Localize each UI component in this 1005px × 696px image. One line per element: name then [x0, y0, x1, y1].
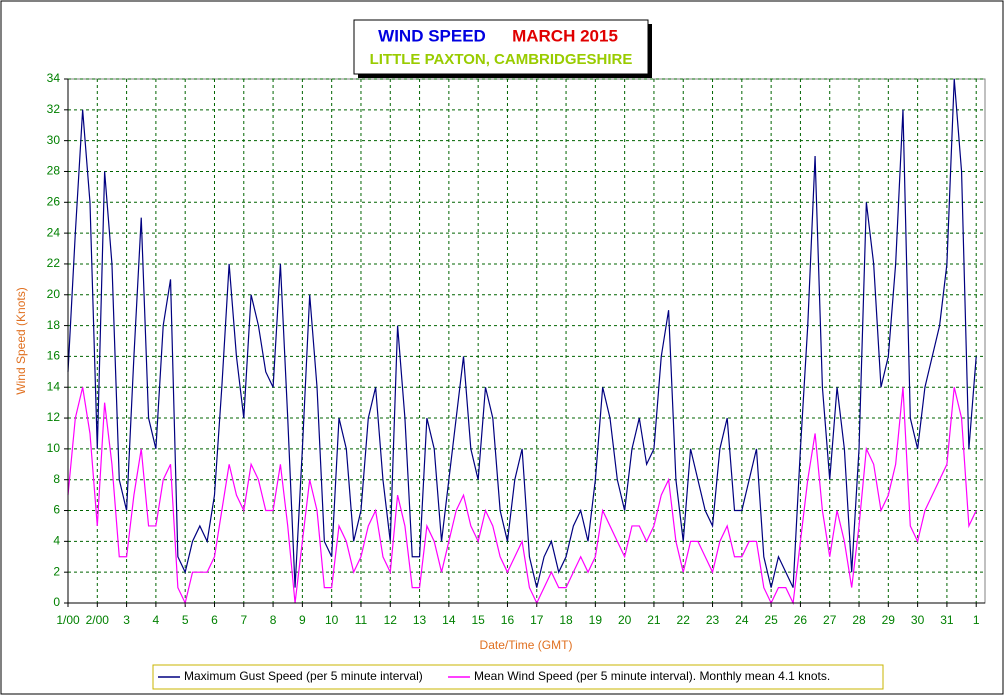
- y-tick-label: 14: [47, 379, 61, 393]
- x-tick-label: 10: [325, 613, 339, 627]
- x-tick-label: 1: [973, 613, 980, 627]
- y-tick-label: 4: [53, 534, 60, 548]
- legend-label: Mean Wind Speed (per 5 minute interval).…: [474, 669, 830, 683]
- x-tick-label: 18: [559, 613, 573, 627]
- x-tick-label: 13: [413, 613, 427, 627]
- y-tick-label: 0: [53, 595, 60, 609]
- x-tick-label: 5: [182, 613, 189, 627]
- legend: Maximum Gust Speed (per 5 minute interva…: [158, 669, 830, 683]
- plot-area: [67, 78, 986, 604]
- y-tick-label: 34: [47, 71, 61, 85]
- x-tick-label: 28: [852, 613, 866, 627]
- title-box: [353, 19, 649, 75]
- chart-title: WIND SPEED: [378, 26, 486, 45]
- x-tick-label: 17: [530, 613, 544, 627]
- y-tick-label: 16: [47, 349, 61, 363]
- x-tick-label: 24: [735, 613, 749, 627]
- x-tick-label: 27: [823, 613, 837, 627]
- x-tick-label: 3: [123, 613, 130, 627]
- x-tick-label: 14: [442, 613, 456, 627]
- x-tick-label: 19: [589, 613, 603, 627]
- x-tick-label: 4: [153, 613, 160, 627]
- y-tick-label: 2: [53, 564, 60, 578]
- legend-box: [152, 664, 884, 690]
- x-tick-label: 21: [647, 613, 661, 627]
- y-tick-label: 12: [47, 410, 61, 424]
- chart-subtitle: LITTLE PAXTON, CAMBRIDGESHIRE: [370, 51, 633, 68]
- y-tick-label: 18: [47, 318, 61, 332]
- x-tick-label: 2/00: [86, 613, 110, 627]
- x-tick-label: 7: [240, 613, 247, 627]
- chart-title-date: MARCH 2015: [512, 26, 618, 45]
- y-tick-label: 20: [47, 287, 61, 301]
- y-tick-label: 32: [47, 102, 61, 116]
- x-tick-label: 6: [211, 613, 218, 627]
- x-tick-label: 20: [618, 613, 632, 627]
- x-tick-label: 15: [471, 613, 485, 627]
- x-axis-label: Date/Time (GMT): [480, 638, 573, 652]
- x-tick-label: 16: [501, 613, 515, 627]
- series-line: [67, 78, 977, 588]
- x-tick-label: 9: [299, 613, 306, 627]
- x-tick-label: 1/00: [56, 613, 80, 627]
- y-tick-label: 28: [47, 164, 61, 178]
- series-line: [67, 387, 977, 606]
- x-tick-label: 11: [355, 613, 368, 627]
- x-tick-label: 29: [882, 613, 896, 627]
- y-tick-label: 30: [47, 133, 61, 147]
- x-tick-label: 30: [911, 613, 925, 627]
- x-tick-label: 22: [677, 613, 691, 627]
- y-tick-label: 10: [47, 441, 61, 455]
- y-tick-label: 22: [47, 256, 61, 270]
- x-tick-label: 31: [940, 613, 954, 627]
- x-tick-label: 23: [706, 613, 720, 627]
- x-tick-label: 25: [764, 613, 778, 627]
- y-tick-label: 8: [53, 472, 60, 486]
- y-tick-label: 6: [53, 503, 60, 517]
- x-tick-label: 26: [794, 613, 808, 627]
- y-tick-label: 26: [47, 194, 61, 208]
- y-tick-label: 24: [47, 225, 61, 239]
- legend-label: Maximum Gust Speed (per 5 minute interva…: [184, 669, 423, 683]
- x-tick-label: 8: [270, 613, 277, 627]
- y-axis-label: Wind Speed (Knots): [14, 287, 28, 394]
- x-tick-label: 12: [384, 613, 398, 627]
